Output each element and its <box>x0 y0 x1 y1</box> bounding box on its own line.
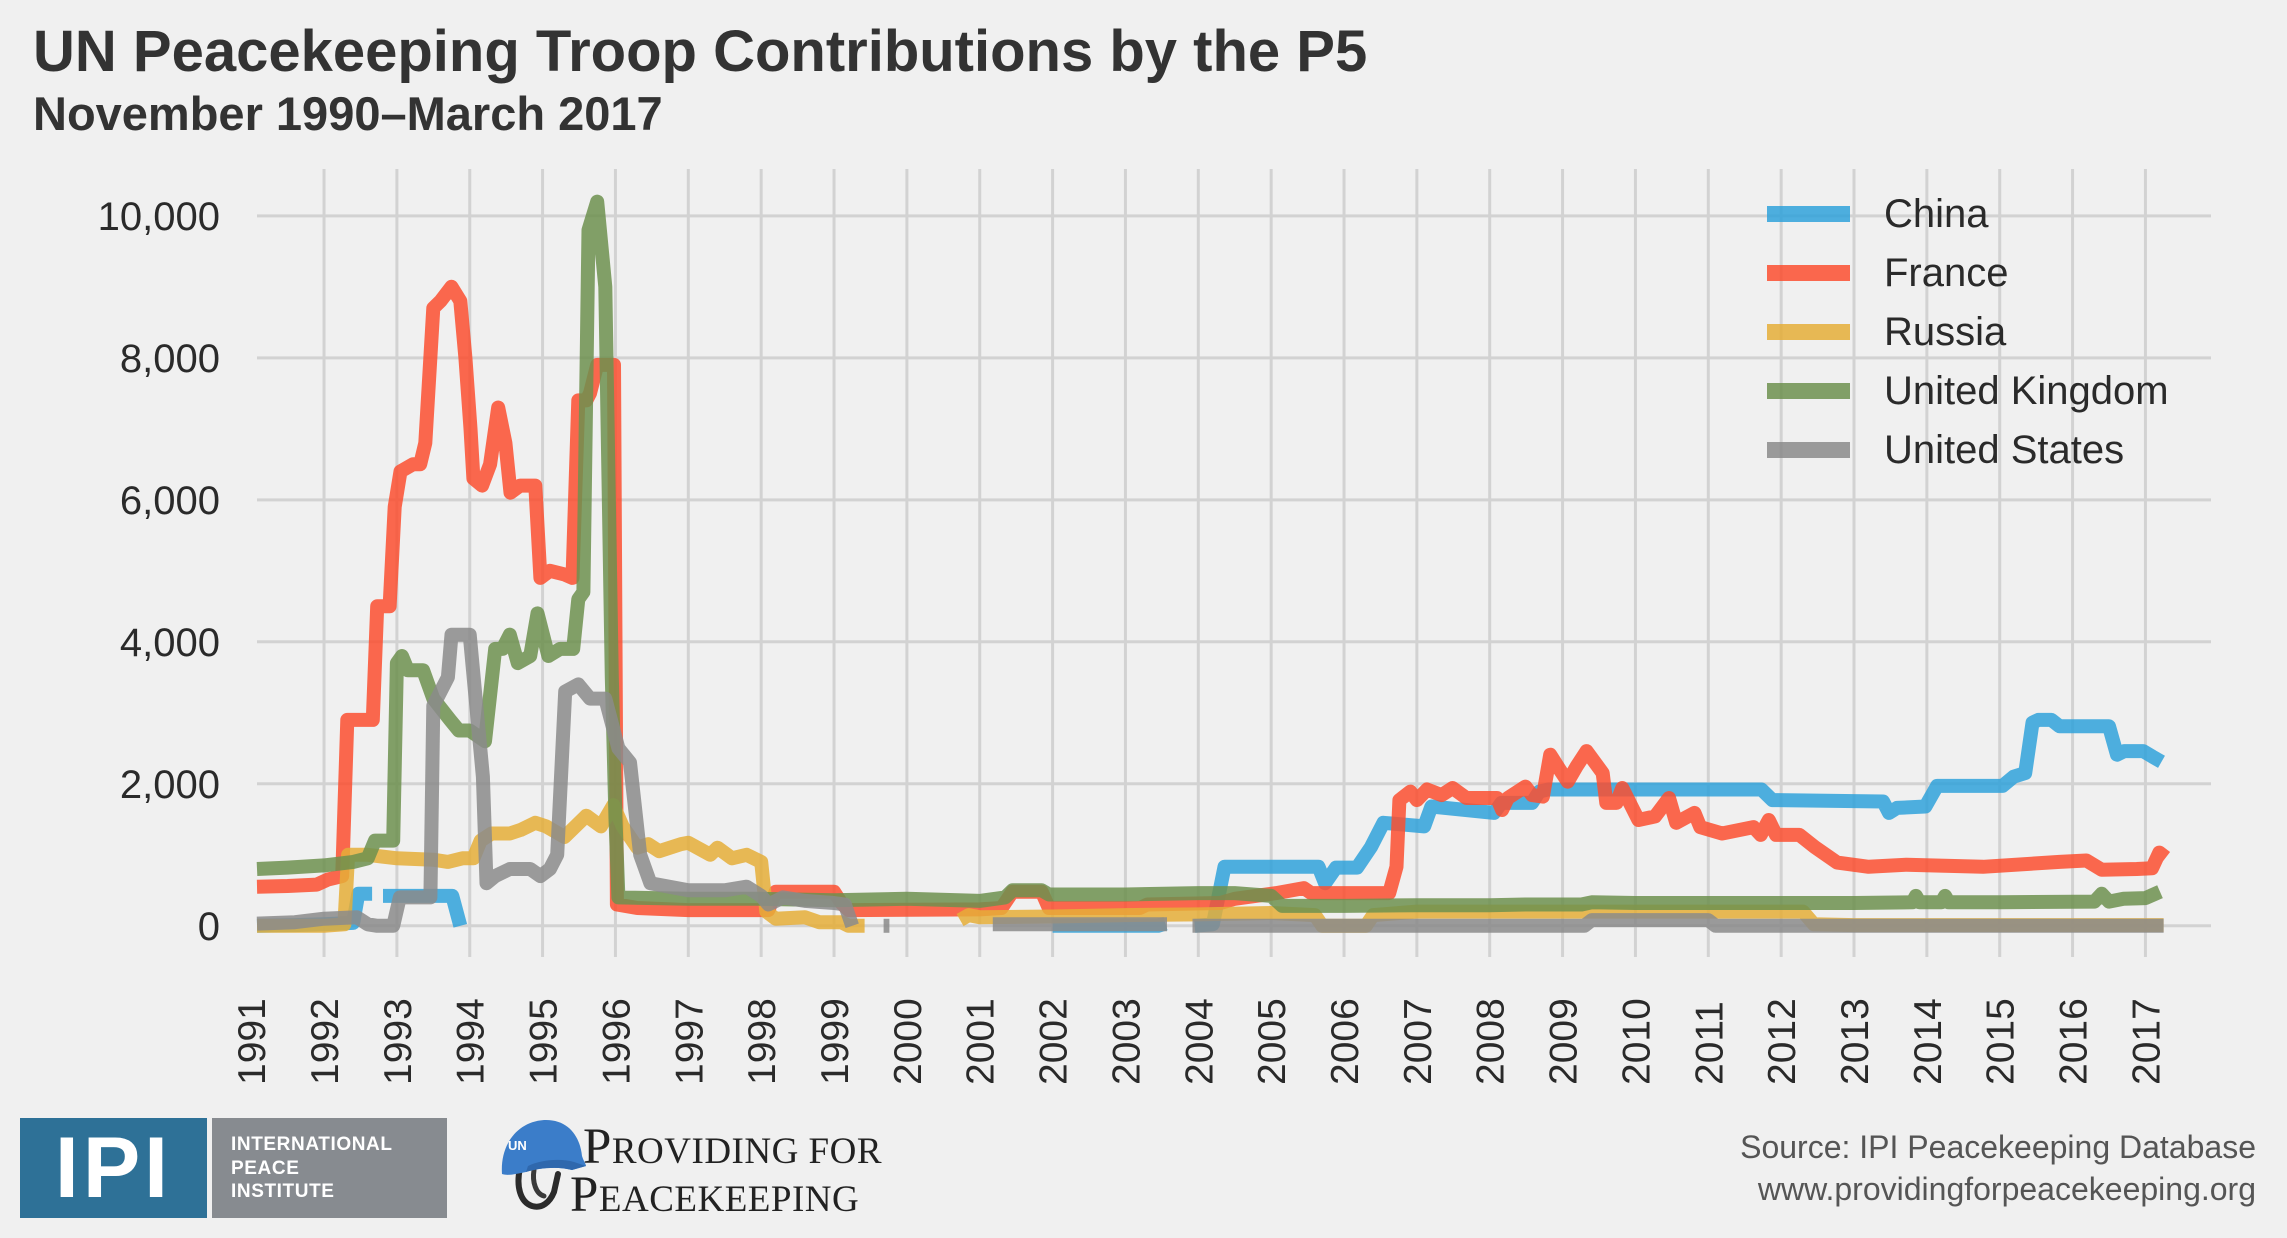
legend-label-russia: Russia <box>1884 309 2007 354</box>
x-tick-label: 1991 <box>231 998 274 1085</box>
y-axis-tick-labels: 0 2,000 4,000 6,000 8,000 10,000 <box>98 195 220 949</box>
legend-item-france: France <box>1767 243 2169 302</box>
x-tick-label: 2015 <box>1980 998 2023 1085</box>
x-tick-label: 2017 <box>2125 998 2168 1085</box>
y-tick-label: 4,000 <box>120 621 220 665</box>
y-tick-label: 8,000 <box>120 337 220 381</box>
ipi-logo-name: INTERNATIONAL PEACE INSTITUTE <box>212 1118 447 1218</box>
gridlines <box>257 169 2211 957</box>
ipi-name-line: INSTITUTE <box>231 1181 335 1202</box>
legend-item-united-kingdom: United Kingdom <box>1767 361 2169 420</box>
legend-label-united-states: United States <box>1884 427 2125 472</box>
series-line-united-states <box>1192 913 2164 933</box>
ipi-logo-mark: IPI <box>20 1118 207 1218</box>
y-tick-label: 0 <box>198 905 220 949</box>
x-tick-label: 2012 <box>1761 998 1804 1085</box>
series-lines <box>256 194 2171 933</box>
ipi-logo-text: IPI <box>54 1120 173 1216</box>
series-line-united-states <box>256 627 859 933</box>
x-tick-label: 1993 <box>377 998 420 1085</box>
y-tick-label: 10,000 <box>98 195 220 239</box>
x-tick-label: 2010 <box>1615 998 1658 1085</box>
legend-item-russia: Russia <box>1767 302 2169 361</box>
helmet-rim-shade <box>526 1159 586 1172</box>
x-tick-label: 2013 <box>1834 998 1877 1085</box>
helmet-strap-inner <box>531 1167 547 1199</box>
x-tick-label: 1998 <box>741 998 784 1085</box>
ipi-name-line: PEACE <box>231 1158 300 1179</box>
x-tick-label: 2011 <box>1688 1001 1731 1085</box>
x-tick-label: 2001 <box>960 998 1003 1085</box>
x-tick-label: 2003 <box>1105 998 1148 1085</box>
legend-swatch-united-states <box>1767 441 1850 458</box>
legend-label-china: China <box>1884 191 1989 236</box>
source-credit: Source: IPI Peacekeeping Database <box>1740 1129 2256 1165</box>
x-tick-label: 2016 <box>2053 998 2096 1085</box>
legend-swatch-china <box>1767 205 1850 222</box>
legend-swatch-france <box>1767 264 1850 281</box>
x-tick-label: 2014 <box>1907 998 1950 1085</box>
series-line-france <box>256 279 2171 918</box>
legend-label-france: France <box>1884 250 2009 295</box>
legend-label-united-kingdom: United Kingdom <box>1884 368 2169 413</box>
ipi-name-line: INTERNATIONAL <box>231 1134 393 1155</box>
x-tick-label: 2000 <box>887 998 930 1085</box>
x-tick-label: 1992 <box>304 998 347 1085</box>
series-line-china <box>1194 712 2165 933</box>
x-tick-label: 2007 <box>1397 998 1440 1085</box>
legend-swatch-united-kingdom <box>1767 382 1850 399</box>
helmet-strap <box>515 1165 561 1210</box>
legend-swatch-russia <box>1767 323 1850 340</box>
series-france <box>256 279 2171 918</box>
series-united-states <box>256 627 2164 933</box>
x-tick-label: 2006 <box>1324 998 1367 1085</box>
y-tick-label: 2,000 <box>120 763 220 807</box>
x-tick-label: 1997 <box>668 998 711 1085</box>
x-tick-label: 1999 <box>814 998 857 1085</box>
pfp-logo-line: PROVIDING FOR <box>583 1119 883 1175</box>
chart-subtitle: November 1990–March 2017 <box>33 87 663 140</box>
y-tick-label: 6,000 <box>120 479 220 523</box>
legend: China France Russia United Kingdom Unite… <box>1767 184 2169 479</box>
helmet-un-label: UN <box>508 1138 527 1153</box>
x-axis-tick-labels: 1991 1992 1993 1994 1995 1996 1997 1998 1999 2000… <box>231 998 2168 1085</box>
x-tick-label: 1994 <box>450 998 493 1085</box>
x-tick-label: 2005 <box>1251 998 1294 1085</box>
source-url: www.providingforpeacekeeping.org <box>1757 1171 2256 1207</box>
x-tick-label: 2009 <box>1543 998 1586 1085</box>
x-tick-label: 2008 <box>1470 998 1513 1085</box>
un-helmet-icon: UN <box>501 1119 586 1210</box>
x-tick-label: 2004 <box>1178 998 1221 1085</box>
x-tick-label: 1995 <box>523 998 566 1085</box>
chart-title: UN Peacekeeping Troop Contributions by t… <box>33 19 1368 84</box>
legend-item-china: China <box>1767 184 2169 243</box>
pfp-logo-line: PEACEKEEPING <box>570 1167 860 1223</box>
legend-item-united-states: United States <box>1767 420 2169 479</box>
x-tick-label: 1996 <box>595 998 638 1085</box>
x-tick-label: 2002 <box>1033 998 1076 1085</box>
